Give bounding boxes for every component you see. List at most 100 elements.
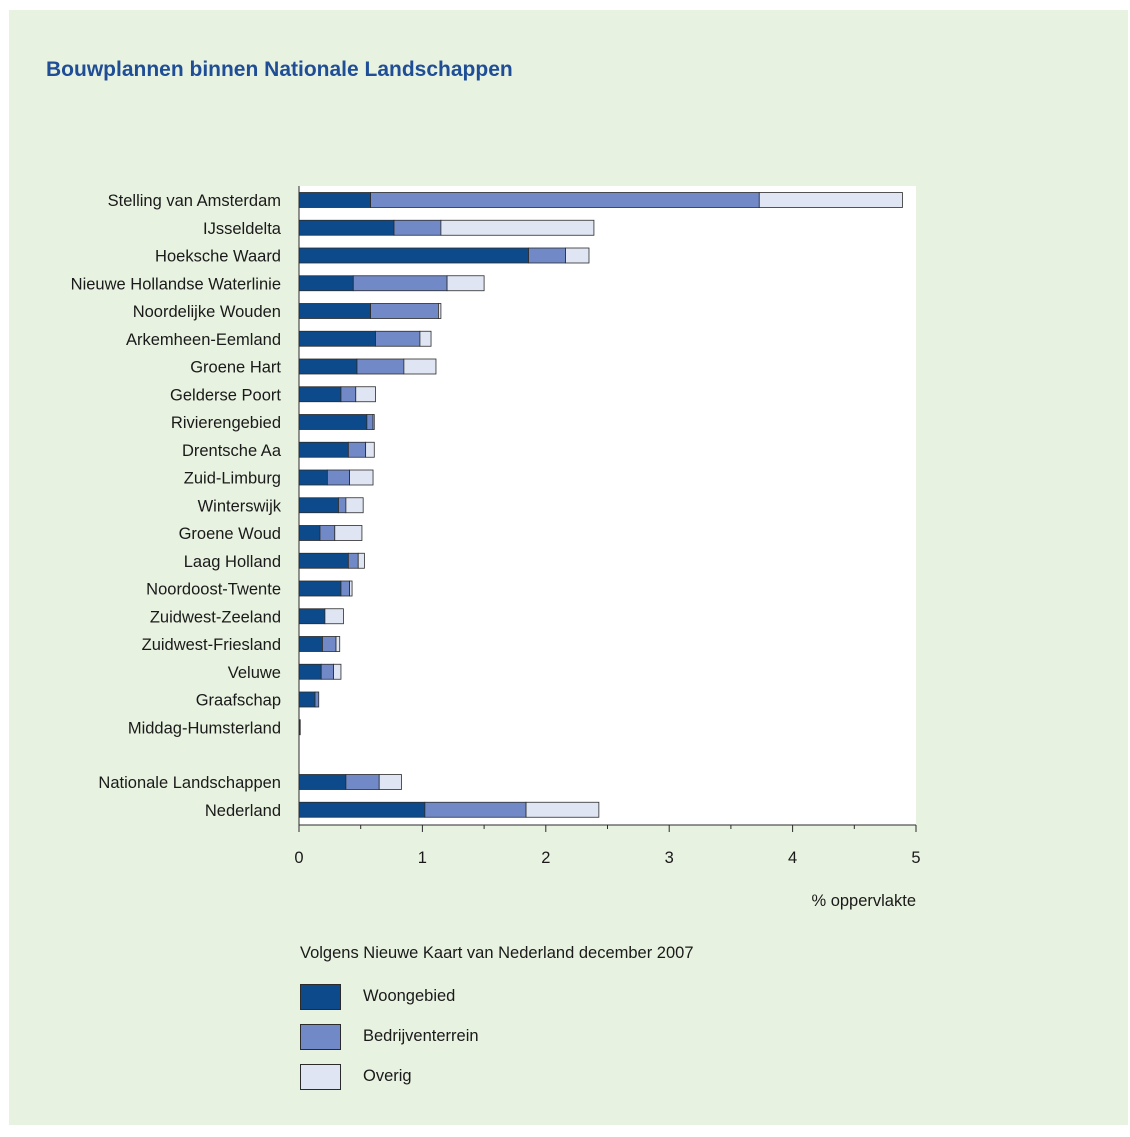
legend: Volgens Nieuwe Kaart van Nederland decem…: [300, 944, 694, 1103]
bar-overig-groene-woud: [334, 525, 363, 541]
bar-bedrijventerrein-drentsche-aa: [347, 441, 367, 458]
legend-title: Volgens Nieuwe Kaart van Nederland decem…: [300, 944, 694, 962]
x-tick-label-0: 0: [294, 849, 303, 867]
category-label-ijsseldelta: IJsseldelta: [203, 220, 282, 238]
category-label-zuid-limburg: Zuid-Limburg: [184, 470, 281, 488]
bar-bedrijventerrein-rivierengebied: [366, 414, 374, 430]
bar-overig-drentsche-aa: [365, 441, 375, 458]
category-label-groene-woud: Groene Woud: [179, 525, 281, 543]
bar-bedrijventerrein-zuidwest-friesland: [322, 636, 337, 652]
x-tick-label-2: 2: [541, 849, 550, 867]
category-label-gelderse-poort: Gelderse Poort: [170, 386, 281, 404]
x-tick-label-4: 4: [788, 849, 797, 867]
bar-overig-ijsseldelta: [440, 219, 595, 236]
bar-woongebied-groene-woud: [298, 525, 321, 541]
category-label-drentsche-aa: Drentsche Aa: [182, 442, 282, 460]
category-label-noordoost-twente: Noordoost-Twente: [146, 581, 281, 599]
category-label-zuidwest-friesland: Zuidwest-Friesland: [142, 636, 281, 654]
bar-bedrijventerrein-nieuwe-hollandse-waterlinie: [352, 275, 448, 292]
bar-woongebied-zuid-limburg: [298, 469, 328, 486]
legend-item-bedrijventerrein: Bedrijventerrein: [300, 1023, 694, 1050]
bar-overig-groene-hart: [403, 358, 437, 375]
legend-swatch-woongebied: [300, 983, 341, 1010]
bar-overig-nieuwe-hollandse-waterlinie: [446, 275, 485, 292]
bar-woongebied-zuidwest-friesland: [298, 636, 323, 652]
bar-woongebied-noordoost-twente: [298, 580, 342, 597]
bar-woongebied-veluwe: [298, 663, 322, 680]
category-label-stelling-van-amsterdam: Stelling van Amsterdam: [108, 192, 281, 210]
x-axis-label: % oppervlakte: [811, 892, 916, 910]
bar-overig-zuidwest-friesland: [335, 636, 341, 652]
category-label-laag-holland: Laag Holland: [184, 553, 281, 571]
category-label-nieuwe-hollandse-waterlinie: Nieuwe Hollandse Waterlinie: [71, 275, 281, 293]
bar-overig-zuidwest-zeeland: [324, 608, 344, 625]
bar-bedrijventerrein-graafschap: [314, 691, 320, 708]
bar-overig-nederland: [525, 801, 600, 818]
bar-bedrijventerrein-winterswijk: [338, 497, 347, 514]
category-label-nationale-landschappen: Nationale Landschappen: [98, 774, 281, 792]
bar-bedrijventerrein-stelling-van-amsterdam: [370, 192, 760, 208]
plot-area: [299, 186, 916, 825]
bar-bedrijventerrein-laag-holland: [347, 552, 359, 569]
legend-label-overig: Overig: [363, 1067, 412, 1085]
legend-item-woongebied: Woongebied: [300, 983, 694, 1010]
bar-bedrijventerrein-arkemheen-eemland: [375, 330, 421, 347]
bar-woongebied-noordelijke-wouden: [298, 303, 371, 319]
category-label-winterswijk: Winterswijk: [198, 497, 282, 515]
legend-label-woongebied: Woongebied: [363, 987, 456, 1005]
bar-overig-winterswijk: [345, 497, 364, 514]
bar-overig-stelling-van-amsterdam: [758, 192, 903, 208]
bar-woongebied-graafschap: [298, 691, 316, 708]
bar-bedrijventerrein-gelderse-poort: [340, 386, 357, 403]
category-label-zuidwest-zeeland: Zuidwest-Zeeland: [150, 608, 281, 626]
bar-overig-arkemheen-eemland: [419, 330, 432, 347]
category-label-veluwe: Veluwe: [228, 664, 281, 682]
category-label-middag-humsterland: Middag-Humsterland: [128, 719, 281, 737]
x-tick-label-1: 1: [418, 849, 427, 867]
bar-bedrijventerrein-ijsseldelta: [393, 219, 442, 236]
bar-bedrijventerrein-veluwe: [320, 663, 334, 680]
legend-label-bedrijventerrein: Bedrijventerrein: [363, 1027, 479, 1045]
bar-woongebied-laag-holland: [298, 552, 349, 569]
bar-bedrijventerrein-nederland: [424, 801, 527, 818]
bar-bedrijventerrein-noordelijke-wouden: [370, 303, 439, 319]
category-label-hoeksche-waard: Hoeksche Waard: [155, 248, 281, 266]
bar-overig-nationale-landschappen: [378, 774, 402, 790]
bar-woongebied-nationale-landschappen: [298, 774, 347, 790]
bar-overig-noordoost-twente: [349, 580, 353, 597]
bar-bedrijventerrein-groene-woud: [319, 525, 336, 541]
category-label-arkemheen-eemland: Arkemheen-Eemland: [126, 331, 281, 349]
bar-bedrijventerrein-hoeksche-waard: [528, 247, 566, 264]
x-tick-label-5: 5: [911, 849, 920, 867]
bar-woongebied-drentsche-aa: [298, 441, 349, 458]
bar-overig-noordelijke-wouden: [438, 303, 442, 319]
bar-woongebied-rivierengebied: [298, 414, 368, 430]
x-tick-label-3: 3: [665, 849, 674, 867]
bar-overig-rivierengebied: [372, 414, 375, 430]
bar-overig-hoeksche-waard: [565, 247, 590, 264]
bar-overig-laag-holland: [357, 552, 365, 569]
bar-overig-veluwe: [333, 663, 342, 680]
bar-woongebied-arkemheen-eemland: [298, 330, 376, 347]
bar-woongebied-groene-hart: [298, 358, 358, 375]
bar-woongebied-stelling-van-amsterdam: [298, 192, 371, 208]
bar-woongebied-zuidwest-zeeland: [298, 608, 326, 625]
bar-woongebied-nieuwe-hollandse-waterlinie: [298, 275, 354, 292]
category-label-groene-hart: Groene Hart: [190, 359, 281, 377]
legend-swatch-overig: [300, 1063, 341, 1090]
bar-overig-zuid-limburg: [349, 469, 374, 486]
legend-item-overig: Overig: [300, 1063, 694, 1090]
bar-overig-gelderse-poort: [355, 386, 376, 403]
bar-woongebied-nederland: [298, 801, 426, 818]
bar-bedrijventerrein-nationale-landschappen: [345, 774, 380, 790]
category-label-graafschap: Graafschap: [196, 692, 281, 710]
bar-woongebied-gelderse-poort: [298, 386, 342, 403]
category-label-nederland: Nederland: [205, 802, 281, 820]
category-label-noordelijke-wouden: Noordelijke Wouden: [133, 303, 281, 321]
legend-swatch-bedrijventerrein: [300, 1023, 341, 1050]
bar-bedrijventerrein-groene-hart: [356, 358, 405, 375]
chart-title: Bouwplannen binnen Nationale Landschappe…: [46, 58, 513, 81]
bar-woongebied-ijsseldelta: [298, 219, 395, 236]
bar-bedrijventerrein-noordoost-twente: [340, 580, 350, 597]
